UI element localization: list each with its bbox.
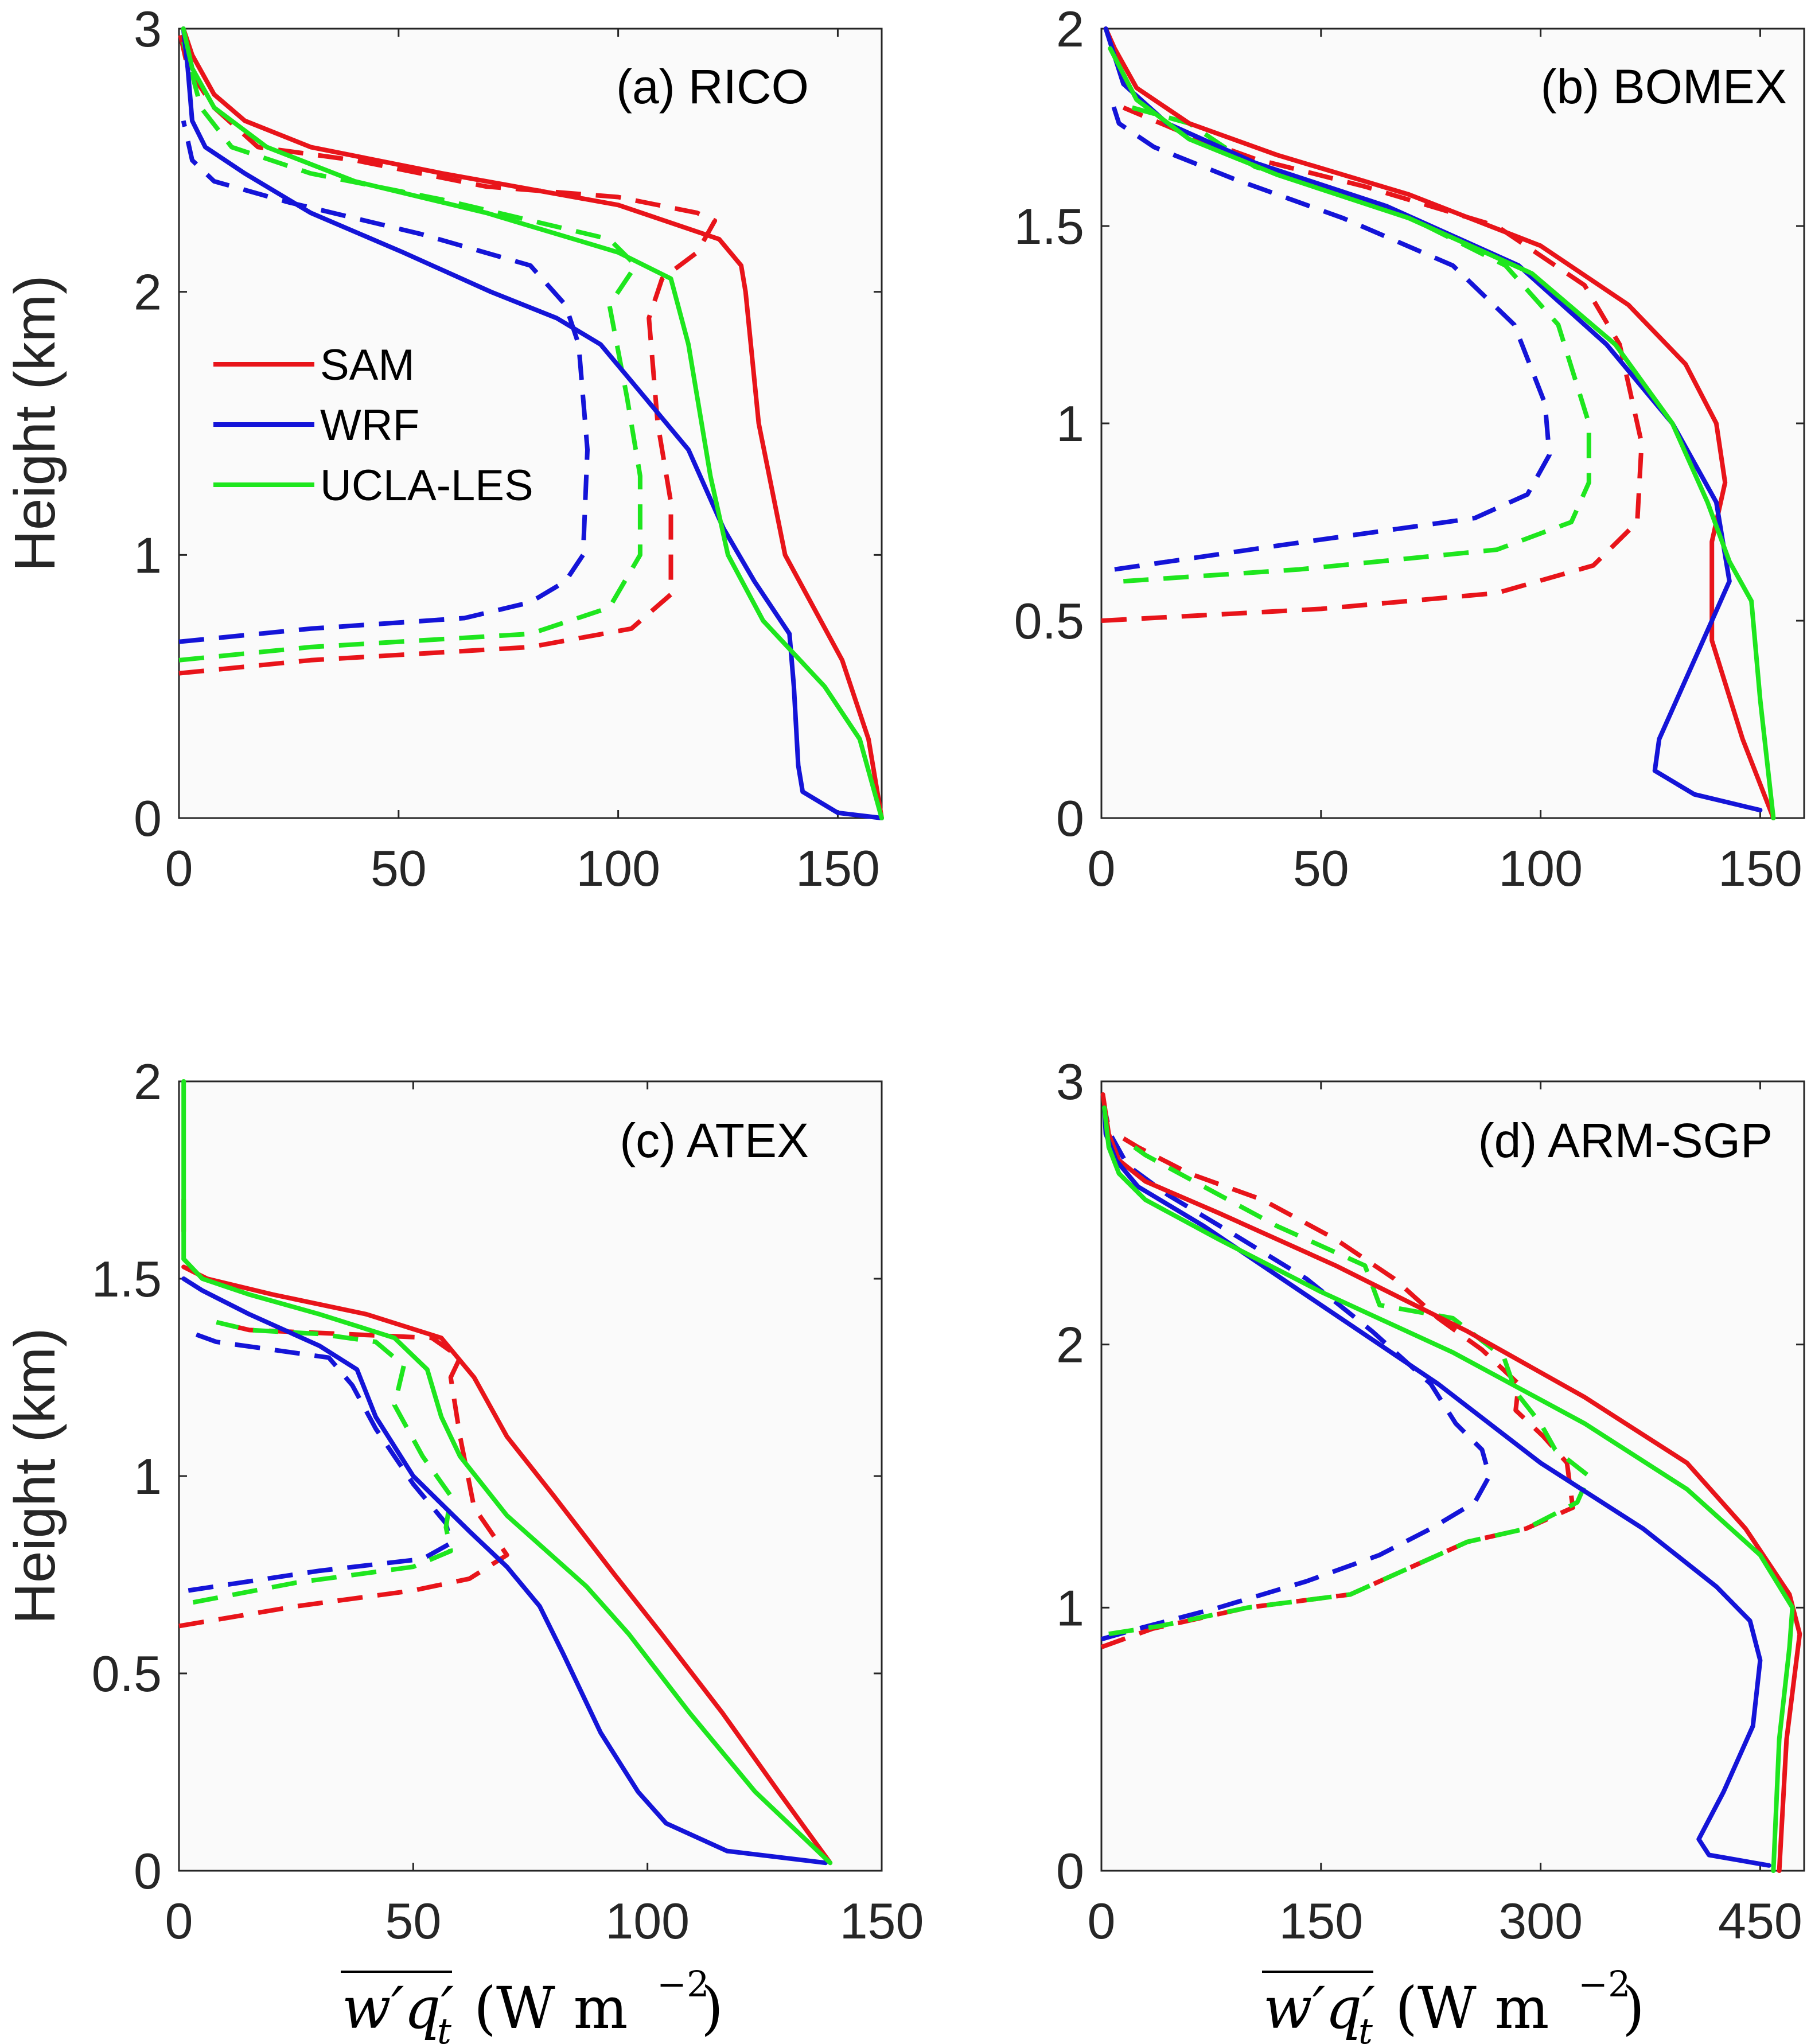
panel-a-title: (a) RICO xyxy=(616,60,809,114)
xlabel-exp-d: −2 xyxy=(1578,1963,1630,2005)
plot-area-c xyxy=(178,1080,883,1872)
panel-d-title: (d) ARM-SGP xyxy=(1478,1114,1773,1167)
ytick-label: 1 xyxy=(134,1448,162,1505)
series-ucla-les-solid xyxy=(1108,46,1776,820)
panel-a-ylabel: Height (km) xyxy=(3,275,67,572)
xtick-label: 450 xyxy=(1718,1893,1802,1949)
series-wrf-dashed xyxy=(1108,95,1552,572)
ytick-label: 0 xyxy=(1056,790,1084,847)
series-sam-dashed xyxy=(177,28,718,676)
ytick-label: 0.5 xyxy=(1014,593,1084,649)
ytick-label: 0.5 xyxy=(92,1645,162,1702)
ytick-label: 1.5 xyxy=(1014,198,1084,255)
panel-b: 0 50 100 150 0 0.5 1 1.5 2 (b) BOMEX xyxy=(1014,1,1805,897)
xlabel-sub-d: t xyxy=(1358,2010,1373,2044)
series-wrf-solid xyxy=(1102,1105,1771,1868)
xlabel-exp-c: −2 xyxy=(657,1963,709,2005)
xtick-label: 0 xyxy=(165,840,193,897)
series-sam-solid xyxy=(1103,26,1776,820)
ytick-label: 0 xyxy=(134,1843,162,1899)
series-ucla-les-dashed xyxy=(192,1319,453,1605)
x-axis-label-d: w′q′ t (W m −2 ) xyxy=(1262,1963,1645,2044)
ytick-label: 1.5 xyxy=(92,1251,162,1307)
series-sam-dashed xyxy=(1101,105,1644,623)
xtick-label: 300 xyxy=(1498,1893,1583,1949)
ticks-c: 0 50 100 150 0 0.5 1 1.5 2 xyxy=(92,1053,924,1949)
lines-c xyxy=(178,1079,833,1866)
ytick-label: 2 xyxy=(134,1053,162,1110)
x-axis-label-c: w′q′ t (W m −2 ) xyxy=(341,1963,723,2044)
series-sam-solid xyxy=(1100,1092,1802,1873)
xtick-label: 150 xyxy=(1718,840,1802,897)
lines-d xyxy=(1100,1092,1802,1873)
xtick-label: 100 xyxy=(576,840,660,897)
xtick-label: 150 xyxy=(1279,1893,1363,1949)
panel-d: 0 150 300 450 0 1 2 3 (d) ARM-SGP w′q′ t (W m −… xyxy=(1056,1053,1805,2044)
legend-label-ucla-les: UCLA-LES xyxy=(320,461,533,510)
xtick-label: 50 xyxy=(1293,840,1349,897)
legend-label-sam: SAM xyxy=(320,341,415,390)
xtick-label: 0 xyxy=(165,1893,193,1949)
legend-label-wrf: WRF xyxy=(320,401,419,450)
xtick-label: 150 xyxy=(796,840,880,897)
xlabel-units-d: (W m xyxy=(1395,1975,1549,2042)
xlabel-close-c: ) xyxy=(701,1975,723,2042)
plot-area-b xyxy=(1100,28,1805,819)
xtick-label: 100 xyxy=(605,1893,690,1949)
series-ucla-les-dashed xyxy=(1108,1137,1591,1637)
ytick-label: 1 xyxy=(1056,395,1084,452)
ytick-label: 0 xyxy=(1056,1843,1084,1899)
xtick-label: 150 xyxy=(840,1893,924,1949)
xlabel-units-c: (W m xyxy=(474,1975,628,2042)
ytick-label: 1 xyxy=(1056,1579,1084,1636)
series-ucla-les-solid xyxy=(181,26,884,820)
series-wrf-solid xyxy=(1103,26,1763,813)
xtick-label: 0 xyxy=(1088,1893,1116,1949)
xlabel-close-d: ) xyxy=(1622,1975,1645,2042)
xtick-label: 0 xyxy=(1088,840,1116,897)
legend: SAM WRF UCLA-LES xyxy=(213,341,533,510)
series-ucla-les-solid xyxy=(181,1256,833,1866)
series-wrf-dashed xyxy=(182,1327,453,1593)
xtick-label: 50 xyxy=(371,840,427,897)
ytick-label: 2 xyxy=(134,264,162,321)
ytick-label: 3 xyxy=(1056,1053,1084,1110)
xlabel-main-c: w′q′ xyxy=(342,1975,454,2042)
panel-a: 0 50 100 150 0 1 2 3 (a) RICO Height (km) SAM W… xyxy=(3,1,884,897)
ytick-label: 0 xyxy=(134,790,162,847)
xtick-label: 50 xyxy=(385,1893,441,1949)
ticks-b: 0 50 100 150 0 0.5 1 1.5 2 xyxy=(1014,1,1804,897)
series-sam-solid xyxy=(181,1264,833,1866)
lines-a xyxy=(177,26,884,820)
panel-b-title: (b) BOMEX xyxy=(1541,60,1787,114)
lines-b xyxy=(1101,26,1776,820)
series-wrf-solid xyxy=(181,26,884,820)
xtick-label: 100 xyxy=(1498,840,1583,897)
ytick-label: 1 xyxy=(134,527,162,583)
xlabel-main-d: w′q′ xyxy=(1263,1975,1375,2042)
panel-c-ylabel: Height (km) xyxy=(3,1328,67,1625)
xlabel-sub-c: t xyxy=(437,2010,451,2044)
ytick-label: 3 xyxy=(134,1,162,57)
ticks-d: 0 150 300 450 0 1 2 3 xyxy=(1056,1053,1804,1949)
series-ucla-les-dashed xyxy=(178,41,642,663)
series-ucla-les-solid xyxy=(1102,1105,1795,1873)
series-wrf-solid xyxy=(181,1276,828,1866)
ticks-a: 0 50 100 150 0 1 2 3 xyxy=(134,1,882,897)
ytick-label: 2 xyxy=(1056,1,1084,57)
series-sam-solid xyxy=(181,26,884,820)
ytick-label: 2 xyxy=(1056,1317,1084,1373)
panel-c-title: (c) ATEX xyxy=(620,1114,809,1167)
